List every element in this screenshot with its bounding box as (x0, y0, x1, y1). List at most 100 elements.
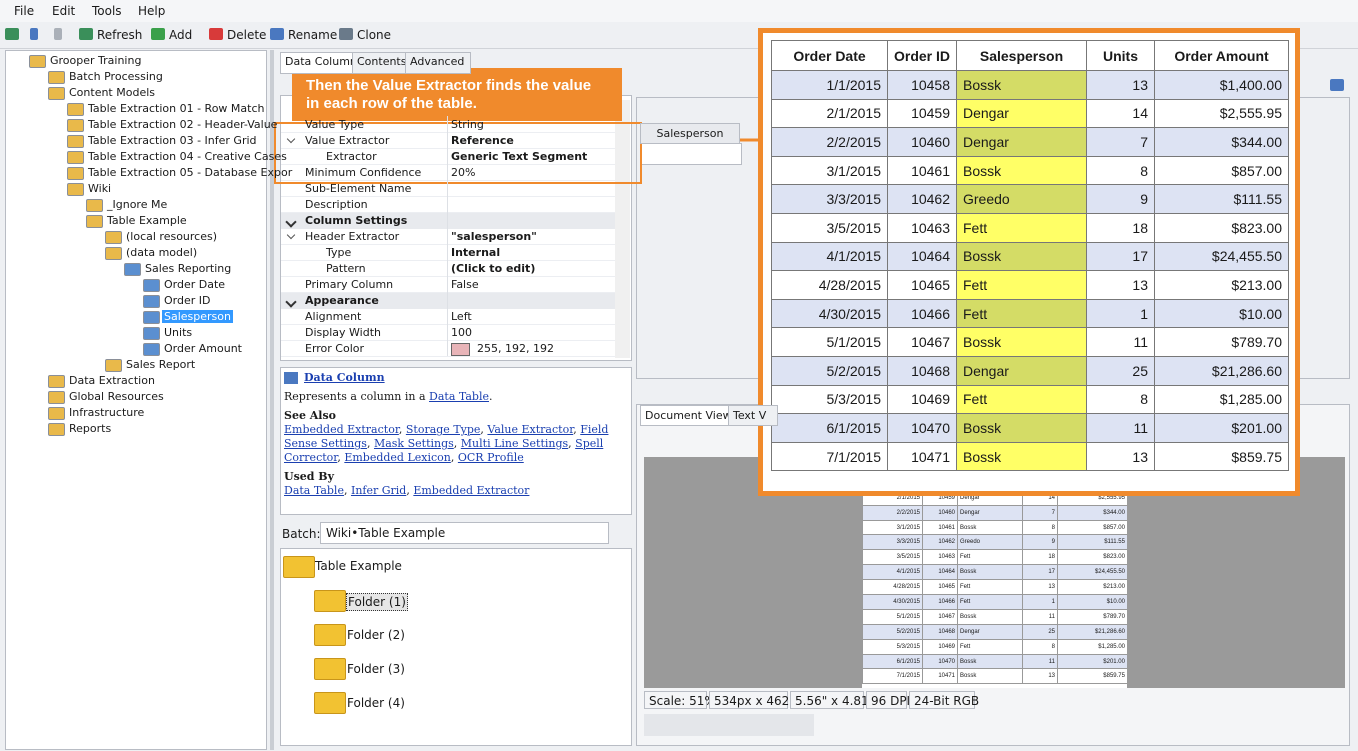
help-title[interactable]: Data Column (304, 371, 385, 384)
tree-node[interactable]: Table Extraction 03 - Infer Grid (88, 134, 257, 147)
tree-node[interactable]: Sales Reporting (145, 262, 232, 275)
property-value[interactable]: String (451, 118, 484, 131)
batch-folder[interactable]: Folder (3) (347, 662, 405, 676)
back-icon[interactable] (30, 28, 38, 40)
property-name[interactable]: Alignment (305, 310, 362, 323)
property-row-line (281, 276, 615, 277)
property-value[interactable]: Internal (451, 246, 501, 259)
table-cell: 11 (1086, 327, 1155, 357)
help-link[interactable]: Data Table (429, 390, 489, 403)
viewer-tab[interactable]: Document View (640, 405, 734, 426)
batch-selector[interactable]: Wiki•Table Example (320, 522, 609, 544)
batch-folder[interactable]: Folder (4) (347, 696, 405, 710)
property-name[interactable]: Type (326, 246, 352, 259)
help-link[interactable]: Embedded Extractor (284, 423, 399, 436)
help-link[interactable]: OCR Profile (457, 451, 524, 464)
property-value[interactable]: Generic Text Segment (451, 150, 588, 163)
toolbar-button[interactable]: Clone (357, 28, 392, 42)
property-name[interactable]: Value Extractor (305, 134, 390, 147)
tree-node[interactable]: Wiki (88, 182, 112, 195)
help-link[interactable]: Infer Grid (350, 484, 407, 497)
help-link[interactable]: Embedded Extractor (413, 484, 530, 497)
tree-node[interactable]: Order Date (164, 278, 226, 291)
tab[interactable]: Advanced (405, 52, 471, 74)
property-name[interactable]: Header Extractor (305, 230, 400, 243)
tree-node[interactable]: Table Extraction 05 - Database Expor (88, 166, 293, 179)
table-cell: $789.70 (1057, 608, 1127, 625)
separator: , (337, 451, 341, 464)
tree-node[interactable]: Sales Report (126, 358, 196, 371)
tree-node[interactable]: Units (164, 326, 193, 339)
tree-node[interactable]: Content Models (69, 86, 156, 99)
property-value[interactable]: Left (451, 310, 472, 323)
property-value[interactable]: 255, 192, 192 (477, 342, 554, 355)
tree-node[interactable]: Infrastructure (69, 406, 145, 419)
tab[interactable]: Contents (352, 52, 414, 74)
tree-node[interactable]: Grooper Training (50, 54, 142, 67)
tree-node[interactable]: Data Extraction (69, 374, 155, 387)
property-name[interactable]: Sub-Element Name (305, 182, 412, 195)
help-link[interactable]: Multi Line Settings (460, 437, 569, 450)
tree-node[interactable]: Order ID (164, 294, 211, 307)
property-value[interactable]: "salesperson" (451, 230, 537, 243)
tree-node[interactable]: Table Extraction 01 - Row Match (88, 102, 265, 115)
property-name[interactable]: Pattern (326, 262, 366, 275)
table-cell: 11 (1022, 608, 1058, 625)
tree-node[interactable]: (local resources) (126, 230, 218, 243)
tree-node[interactable]: (data model) (126, 246, 198, 259)
tree-node[interactable]: Order Amount (164, 342, 242, 355)
help-link[interactable]: Storage Type (405, 423, 481, 436)
batch-root[interactable]: Table Example (315, 559, 402, 573)
tree-node[interactable]: Table Extraction 04 - Creative Cases (88, 150, 287, 163)
property-name[interactable]: Error Color (305, 342, 365, 355)
separator: , (450, 451, 455, 464)
property-value[interactable]: 100 (451, 326, 472, 339)
color-swatch (451, 343, 470, 356)
tree-node[interactable]: Table Extraction 02 - Header-Value (88, 118, 278, 131)
menu-item[interactable]: Help (138, 4, 166, 18)
tree-node[interactable]: Reports (69, 422, 112, 435)
help-link[interactable]: Field Sense Settings (284, 423, 609, 450)
menu-item[interactable]: Tools (92, 4, 122, 18)
tree-node[interactable]: Salesperson (162, 310, 233, 323)
property-value[interactable]: (Click to edit) (451, 262, 536, 275)
table-cell: 3/1/2015 (771, 155, 888, 186)
property-name[interactable]: Display Width (305, 326, 382, 339)
property-name[interactable]: Value Type (305, 118, 364, 131)
property-name[interactable]: Primary Column (305, 278, 394, 291)
settings-icon[interactable] (1330, 79, 1344, 91)
help-link[interactable]: Spell Corrector (284, 437, 604, 464)
help-link[interactable]: Mask Settings (373, 437, 454, 450)
nav-icon[interactable] (5, 28, 19, 40)
tab[interactable]: Data Column (280, 52, 362, 74)
table-cell: 3/3/2015 (862, 534, 923, 551)
batch-folder[interactable]: Folder (2) (347, 628, 405, 642)
forward-icon[interactable] (54, 28, 62, 40)
tree-node[interactable]: Global Resources (69, 390, 164, 403)
tree-node[interactable]: Table Example (107, 214, 187, 227)
toolbar-button[interactable]: Add (169, 28, 193, 42)
tree-node[interactable]: _Ignore Me (107, 198, 168, 211)
help-link[interactable]: Data Table (284, 484, 344, 497)
tree-icon (143, 327, 160, 340)
property-name[interactable]: Extractor (326, 150, 377, 163)
menu-item[interactable]: File (14, 4, 35, 18)
tree-node[interactable]: Batch Processing (69, 70, 163, 83)
property-name[interactable]: Minimum Confidence (305, 166, 422, 179)
property-value[interactable]: False (451, 278, 479, 291)
property-name[interactable]: Description (305, 198, 368, 211)
toolbar-button[interactable]: Delete (227, 28, 267, 42)
toolbar-button[interactable]: Refresh (97, 28, 143, 42)
property-value[interactable]: 20% (451, 166, 476, 179)
property-value[interactable]: Reference (451, 134, 514, 147)
help-link[interactable]: Value Extractor (487, 423, 574, 436)
toolbar-button[interactable]: Rename (288, 28, 338, 42)
batch-folder[interactable]: Folder (1) (346, 593, 408, 611)
table-cell: 10463 (887, 212, 957, 243)
table-cell: 10468 (887, 355, 957, 386)
column-header-button[interactable]: Salesperson (640, 123, 740, 144)
menu-item[interactable]: Edit (52, 4, 76, 18)
viewer-tab[interactable]: Text V (728, 405, 778, 426)
help-link[interactable]: Embedded Lexicon (344, 451, 451, 464)
table-cell: Bossk (957, 608, 1023, 625)
